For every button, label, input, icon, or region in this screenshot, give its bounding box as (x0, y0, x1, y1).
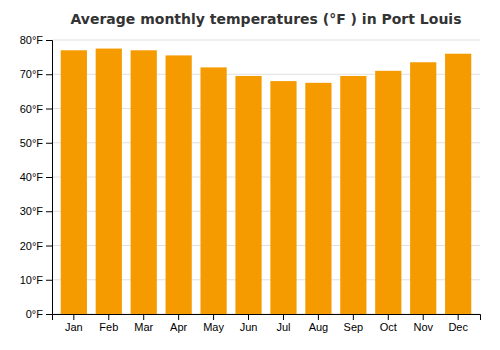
chart-svg: 0°F 10°F 20°F 30°F 40°F 50°F 60°F 70°F 80°F Jan Fe… (0, 0, 500, 350)
x-tick: Sep (344, 314, 364, 333)
y-tick-mark (46, 143, 52, 144)
y-tick-mark (46, 211, 52, 212)
y-tick: 10°F (20, 274, 52, 286)
bar (410, 62, 436, 314)
x-tick-label: Oct (380, 321, 397, 333)
y-tick: 40°F (20, 171, 52, 183)
y-tick-label: 10°F (20, 274, 44, 286)
grid (52, 40, 480, 314)
x-tick-label: Apr (170, 321, 187, 333)
bar (131, 50, 157, 314)
bar (270, 81, 296, 314)
x-tick-label: May (203, 321, 224, 333)
bar (200, 67, 226, 314)
y-tick-label: 80°F (20, 34, 44, 46)
x-tick-label: Dec (448, 321, 468, 333)
x-tick: Oct (380, 314, 397, 333)
x-tick: Nov (413, 314, 433, 333)
y-tick-mark (46, 280, 52, 281)
x-tick: May (203, 314, 224, 333)
y-tick-mark (46, 74, 52, 75)
bar (340, 76, 366, 314)
y-tick-label: 70°F (20, 68, 44, 80)
bar (96, 49, 122, 314)
x-tick: Feb (99, 314, 118, 333)
x-axis-line (53, 315, 481, 321)
x-tick-label: Sep (344, 321, 364, 333)
y-tick: 20°F (20, 240, 52, 252)
x-tick-mark (388, 314, 389, 320)
y-tick-label: 40°F (20, 171, 44, 183)
bar (61, 50, 87, 314)
y-axis-line (46, 41, 53, 315)
x-tick-mark (458, 314, 459, 320)
x-tick-mark (423, 314, 424, 320)
x-tick-label: Mar (134, 321, 153, 333)
bar (166, 55, 192, 314)
x-tick-label: Jul (276, 321, 290, 333)
x-tick-mark (143, 314, 144, 320)
x-tick-mark (73, 314, 74, 320)
x-tick-mark (248, 314, 249, 320)
x-tick-label: Nov (413, 321, 433, 333)
x-tick-mark (213, 314, 214, 320)
bars (61, 49, 472, 314)
y-tick-label: 20°F (20, 240, 44, 252)
x-tick-mark (283, 314, 284, 320)
x-tick: Apr (170, 314, 187, 333)
y-tick: 60°F (20, 103, 52, 115)
y-tick-label: 30°F (20, 205, 44, 217)
bar (375, 71, 401, 314)
y-tick-mark (46, 177, 52, 178)
y-tick: 0°F (26, 308, 52, 320)
x-tick-label: Feb (99, 321, 118, 333)
y-tick: 30°F (20, 205, 52, 217)
plot-area: 0°F 10°F 20°F 30°F 40°F 50°F 60°F 70°F 80°F Jan Fe… (20, 34, 481, 333)
x-tick-mark (178, 314, 179, 320)
x-tick: Mar (134, 314, 153, 333)
y-tick-mark (46, 246, 52, 247)
x-tick: Jun (240, 314, 258, 333)
x-tick: Dec (448, 314, 468, 333)
x-tick: Jul (276, 314, 290, 333)
x-tick-mark (318, 314, 319, 320)
x-tick-label: Jan (65, 321, 83, 333)
x-tick-label: Aug (309, 321, 329, 333)
grid-line (52, 40, 480, 41)
y-tick-label: 60°F (20, 103, 44, 115)
y-tick: 50°F (20, 137, 52, 149)
bar (305, 83, 331, 314)
chart-title: Average monthly temperatures (°F ) in Po… (71, 11, 462, 27)
y-axis: 0°F 10°F 20°F 30°F 40°F 50°F 60°F 70°F 80°F (20, 34, 53, 320)
x-tick: Aug (309, 314, 329, 333)
x-tick-label: Jun (240, 321, 258, 333)
y-tick-mark (46, 109, 52, 110)
y-tick-label: 0°F (26, 308, 44, 320)
x-tick-mark (108, 314, 109, 320)
bar (235, 76, 261, 314)
y-tick-mark (46, 314, 52, 315)
bar (445, 54, 471, 314)
x-tick-mark (353, 314, 354, 320)
x-axis: Jan Feb Mar Apr May Jun Jul Aug Sep Oct Nov Dec (53, 314, 481, 333)
chart-container: 0°F 10°F 20°F 30°F 40°F 50°F 60°F 70°F 80°F Jan Fe… (0, 0, 500, 350)
x-tick: Jan (65, 314, 83, 333)
y-tick-label: 50°F (20, 137, 44, 149)
y-tick: 70°F (20, 68, 52, 80)
y-tick-mark (46, 40, 52, 41)
y-tick: 80°F (20, 34, 52, 46)
